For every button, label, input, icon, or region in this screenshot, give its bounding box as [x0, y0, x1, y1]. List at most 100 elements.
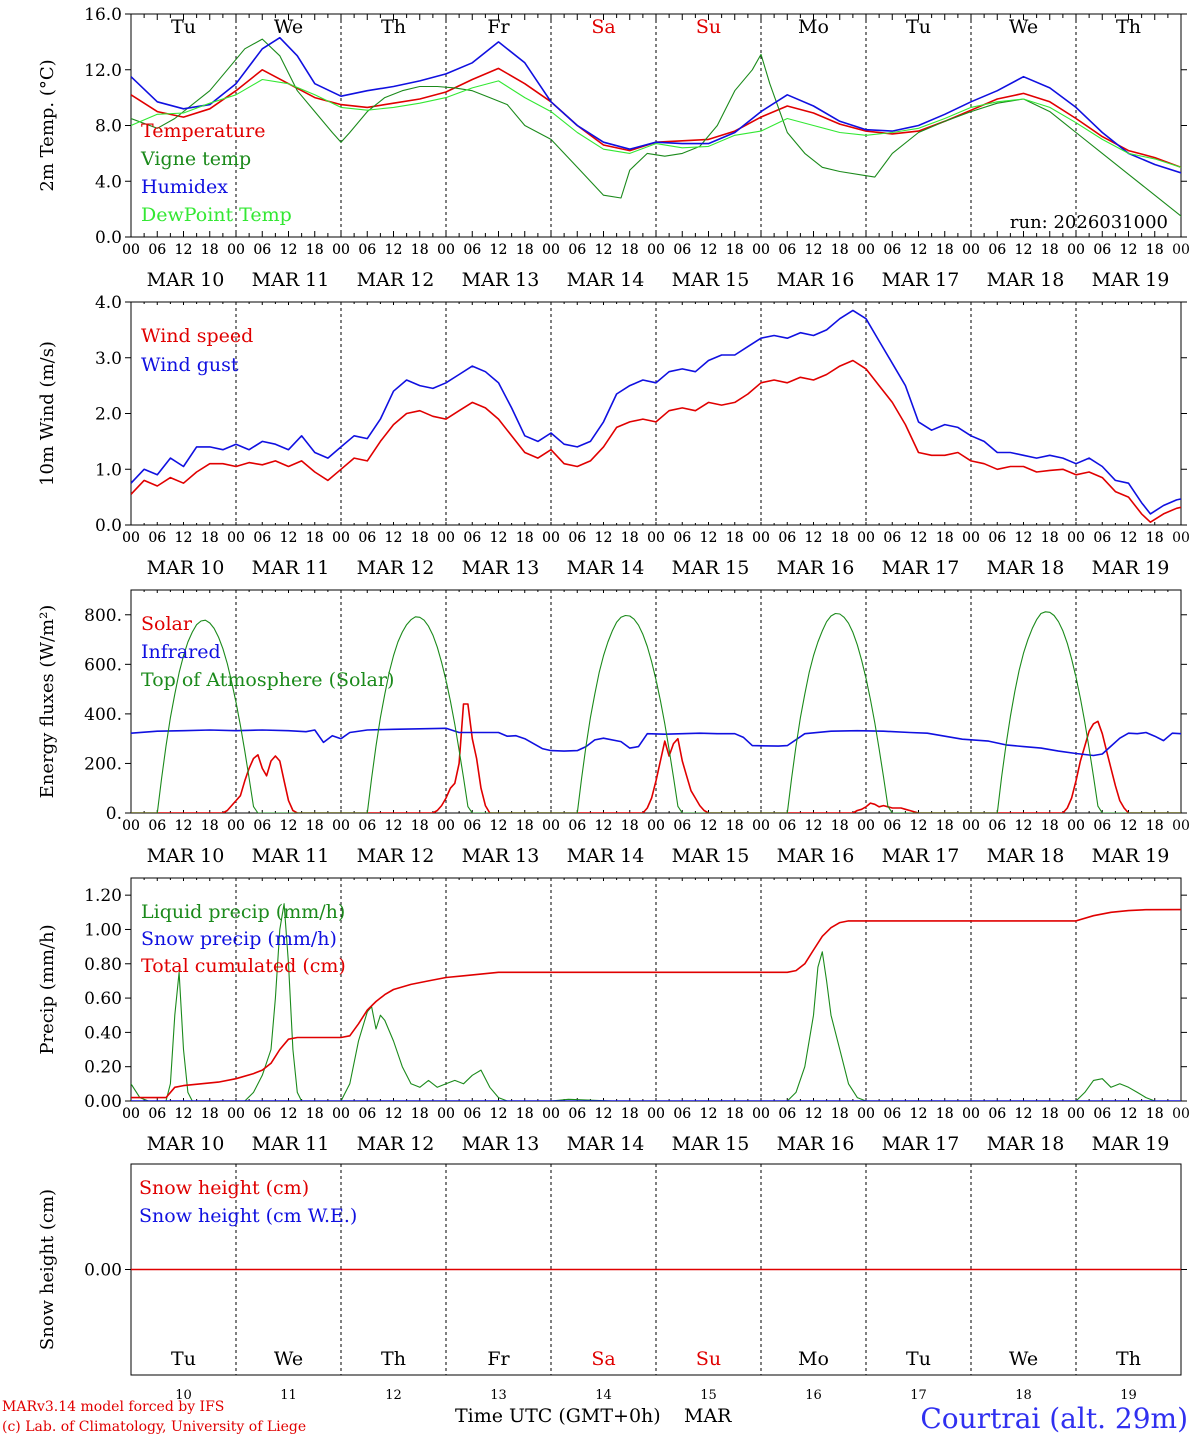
x-hour-label: 12 — [385, 242, 403, 258]
x-day-label: MAR 14 — [567, 1133, 645, 1155]
panels: 0.0 4.0 8.0 12.0 16.0 2m Temp. (°C) Temperatur… — [37, 5, 1190, 1403]
series-wind-speed — [131, 359, 1181, 523]
x-hour-label: 00 — [1067, 1106, 1085, 1122]
series-total-cumulated-cm- — [131, 908, 1181, 1099]
x-hour-label: 18 — [306, 1106, 324, 1122]
x-hour-label: 12 — [280, 242, 298, 258]
series-lines — [131, 611, 1181, 813]
legend-entry: Liquid precip (mm/h) — [141, 901, 345, 923]
x-hour-label: 00 — [962, 818, 980, 834]
x-day-label: MAR 18 — [987, 1133, 1065, 1155]
x-hour-label: 06 — [673, 242, 691, 258]
x-hour-label: 18 — [831, 530, 849, 546]
x-hour-label: 18 — [1146, 818, 1164, 834]
x-hour-label: 12 — [805, 242, 823, 258]
x-hour-label: 18 — [831, 530, 849, 546]
x-hour-label: 06 — [1093, 1106, 1111, 1122]
x-hour-label: 00 — [542, 818, 560, 834]
x-hour-label: 00 — [542, 1106, 560, 1122]
x-hour-label: 12 — [700, 1106, 718, 1122]
x-hour-label: 18 — [411, 530, 429, 546]
x-hour-label: 06 — [148, 818, 166, 834]
x-hour-label: 12 — [490, 530, 508, 546]
x-hour-label: 18 — [201, 1106, 219, 1122]
weekday-label: We — [1009, 16, 1038, 38]
x-hour-label: 06 — [988, 530, 1006, 546]
x-hour-label: 00 — [752, 242, 770, 258]
x-hour-label: 00 — [542, 818, 560, 834]
x-hour-label: 12 — [595, 242, 613, 258]
series-top-of-atmosphere-solar- — [131, 611, 1181, 813]
x-hour-label: 12 — [910, 530, 928, 546]
x-hour-label: 06 — [988, 242, 1006, 258]
x-hour-label: 12 — [1120, 1106, 1138, 1122]
legend-entry: Snow precip (mm/h) — [141, 928, 337, 950]
x-day-label: MAR 10 — [147, 1133, 225, 1155]
legend-entry: Wind speed — [141, 325, 253, 347]
x-hour-label: 00 — [1172, 1106, 1190, 1122]
x-hour-label: 00 — [122, 1106, 140, 1122]
x-hour-label: 18 — [621, 1106, 639, 1122]
x-hour-label: 12 — [805, 242, 823, 258]
x-hour-label: 12 — [1015, 1106, 1033, 1122]
x-hour-label: 18 — [1146, 818, 1164, 834]
x-hour-label: 12 — [280, 818, 298, 834]
plot-frame — [130, 301, 1182, 526]
x-hour-label: 18 — [306, 1106, 324, 1122]
x-hour-label: 00 — [752, 818, 770, 834]
x-hour-label: 06 — [673, 530, 691, 546]
weekday-label: Th — [1116, 1348, 1141, 1370]
x-hour-label: 06 — [253, 242, 271, 258]
x-day-label: MAR 13 — [462, 269, 540, 291]
legend-entry: Infrared — [141, 641, 221, 663]
x-hour-label: 12 — [490, 242, 508, 258]
x-hour-label: 00 — [332, 1106, 350, 1122]
x-hour-label: 00 — [752, 530, 770, 546]
x-day-label: MAR 11 — [252, 845, 330, 867]
x-hour-label: 00 — [332, 818, 350, 834]
station-name: Courtrai (alt. 29m) — [920, 1402, 1188, 1435]
x-hour-label: 00 — [962, 242, 980, 258]
y-tick-label: 0.20 — [84, 1058, 122, 1078]
x-hour-label: 12 — [280, 530, 298, 546]
x-hour-label: 18 — [1146, 530, 1164, 546]
x-hour-label: 00 — [542, 530, 560, 546]
x-hour-label: 18 — [516, 530, 534, 546]
y-tick-label: 200. — [84, 754, 122, 774]
day-number-label: 13 — [490, 1388, 507, 1403]
x-hour-label: 12 — [1120, 1106, 1138, 1122]
day-number-label: 16 — [805, 1388, 822, 1403]
y-tick-label: 16.0 — [84, 5, 122, 25]
y-tick-label: 0.60 — [84, 989, 122, 1009]
x-hour-label: 06 — [253, 818, 271, 834]
x-day-label: MAR 13 — [462, 1133, 540, 1155]
x-hour-label: 18 — [831, 1106, 849, 1122]
x-hour-label: 00 — [1172, 242, 1190, 258]
x-hour-label: 00 — [962, 242, 980, 258]
x-hour-label: 06 — [568, 818, 586, 834]
x-hour-label: 12 — [490, 1106, 508, 1122]
x-day-label: MAR 18 — [987, 269, 1065, 291]
x-hour-label: 18 — [1146, 530, 1164, 546]
day-number-label: 12 — [385, 1388, 402, 1403]
x-hour-label: 12 — [490, 818, 508, 834]
x-hour-label: 06 — [253, 242, 271, 258]
x-day-label: MAR 19 — [1092, 269, 1170, 291]
x-hour-label: 06 — [568, 242, 586, 258]
x-hour-label: 18 — [621, 818, 639, 834]
x-hour-label: 12 — [175, 242, 193, 258]
x-hour-label: 18 — [936, 242, 954, 258]
legend-entry: Humidex — [141, 176, 228, 198]
series-dewpoint-temp — [131, 78, 1181, 168]
day-number-label: 17 — [910, 1388, 927, 1403]
x-hour-label: 12 — [700, 530, 718, 546]
x-hour-label: 18 — [726, 242, 744, 258]
x-hour-label: 06 — [1093, 242, 1111, 258]
x-hour-label: 12 — [280, 242, 298, 258]
x-hour-label: 00 — [122, 242, 140, 258]
x-hour-label: 06 — [463, 1106, 481, 1122]
x-hour-label: 00 — [542, 530, 560, 546]
day-number-label: 15 — [700, 1388, 717, 1403]
x-day-label: MAR 12 — [357, 845, 435, 867]
x-hour-label: 18 — [1041, 1106, 1059, 1122]
